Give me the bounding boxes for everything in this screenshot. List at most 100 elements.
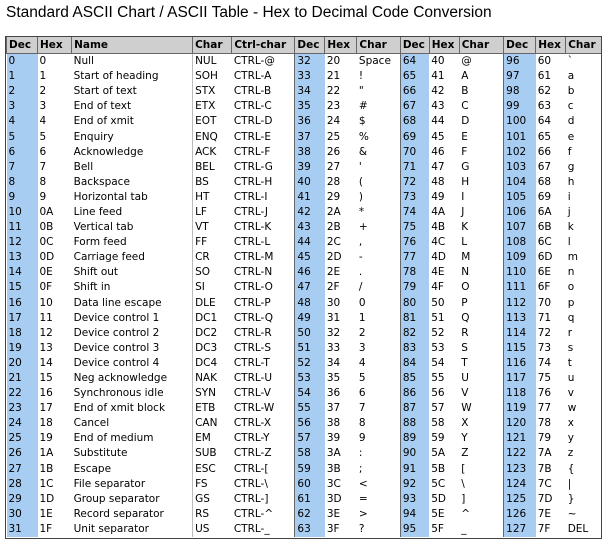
cell-char: \ — [461, 477, 465, 490]
cell-hex: 4 — [39, 115, 47, 128]
cell-hex: 3 — [39, 100, 47, 113]
cell-name: Enquiry — [73, 130, 114, 143]
table-row: 12 0C Form feed FF CTRL-L 44 2C, 76 4C L 108 6C l — [6, 235, 602, 251]
cell-char: P — [461, 296, 468, 309]
cell-name: Unit separator — [73, 522, 149, 535]
header-char-2: Char — [356, 37, 401, 54]
cell-char: FS — [192, 476, 232, 492]
cell-ctrl-char: CTRL-T — [233, 356, 270, 369]
cell-hex: 61 — [537, 70, 552, 83]
cell-hex: 2C — [326, 236, 341, 249]
cell-hex: 0C — [39, 236, 54, 249]
cell-char: ACK — [192, 144, 232, 160]
cell-dec: 103 — [503, 159, 536, 175]
cell-dec: 47 — [294, 280, 325, 296]
cell-dec: 83 — [399, 340, 430, 356]
cell-char: R — [461, 326, 469, 339]
cell-dec: 40 — [294, 174, 325, 190]
cell-char: BS — [192, 174, 232, 190]
header-char-4: Char — [565, 37, 601, 54]
cell-char: W — [461, 402, 472, 415]
cell-char: e — [567, 130, 575, 143]
cell-hex: 29 — [326, 190, 341, 203]
cell-hex: 7A — [537, 447, 552, 460]
table-row: 22 16 Synchronous idle SYN CTRL-V 54 36 6 86 56 V 1… — [6, 386, 602, 402]
cell-dec: 115 — [503, 340, 536, 356]
cell-hex: 22 — [326, 85, 341, 98]
cell-hex: 2F — [326, 281, 340, 294]
cell-char: I — [461, 190, 465, 203]
cell-char: Y — [461, 432, 468, 445]
cell-hex: 33 — [326, 341, 341, 354]
cell-name: Start of text — [73, 85, 137, 98]
cell-char: z — [567, 447, 574, 460]
table-row: 9 9 Horizontal tab HT CTRL-I 41 29) 73 49 I 105 69 i — [6, 189, 602, 205]
cell-dec: 125 — [503, 491, 536, 507]
cell-ctrl-char: CTRL-X — [233, 417, 272, 430]
cell-hex: 3B — [326, 462, 341, 475]
cell-hex: 52 — [431, 326, 445, 339]
cell-char: + — [358, 221, 368, 234]
cell-hex: 7B — [537, 462, 552, 475]
cell-ctrl-char: CTRL-H — [233, 175, 273, 188]
cell-hex: 15 — [39, 372, 53, 385]
cell-dec: 28 — [6, 476, 38, 492]
cell-dec: 37 — [294, 129, 325, 145]
cell-dec: 23 — [6, 401, 38, 417]
cell-char: Z — [461, 447, 469, 460]
cell-char: h — [567, 175, 575, 188]
cell-ctrl-char: CTRL-L — [233, 236, 271, 249]
cell-char: q — [567, 311, 575, 324]
cell-hex: 7F — [537, 522, 551, 535]
cell-ctrl-char: CTRL-\ — [233, 477, 268, 490]
cell-name: End of xmit block — [73, 402, 166, 415]
cell-name: Shift out — [73, 266, 119, 279]
cell-dec: 70 — [399, 144, 430, 160]
cell-dec: 109 — [503, 250, 536, 266]
cell-hex: 1 — [39, 70, 47, 83]
cell-hex: 64 — [537, 115, 552, 128]
cell-dec: 7 — [6, 159, 38, 175]
cell-dec: 58 — [294, 446, 325, 462]
cell-dec: 34 — [294, 84, 325, 100]
cell-hex: 25 — [326, 130, 341, 143]
cell-dec: 0 — [6, 53, 38, 70]
cell-hex: 60 — [537, 55, 552, 68]
cell-char: ^ — [461, 507, 471, 520]
ascii-table: Dec Hex Name Char Ctrl-char Dec Hex Char Dec Hex C… — [6, 37, 602, 537]
cell-dec: 27 — [6, 461, 38, 477]
cell-dec: 36 — [294, 114, 325, 130]
cell-char: 3 — [358, 341, 366, 354]
cell-dec: 97 — [503, 69, 536, 85]
header-hex-3: Hex — [428, 37, 460, 54]
header-dec-2: Dec — [294, 37, 325, 54]
cell-hex: 21 — [326, 70, 341, 83]
cell-hex: 2A — [326, 205, 341, 218]
cell-hex: 1F — [39, 522, 53, 535]
cell-dec: 63 — [294, 521, 325, 537]
cell-char: ENQ — [192, 129, 232, 145]
cell-hex: 6C — [537, 236, 552, 249]
cell-char: } — [567, 492, 575, 505]
cell-hex: 10 — [39, 296, 53, 309]
cell-hex: 6B — [537, 221, 552, 234]
cell-char: % — [358, 130, 369, 143]
cell-char: w — [567, 402, 577, 415]
cell-char: DC1 — [192, 310, 232, 326]
cell-char: c — [567, 100, 574, 113]
cell-dec: 33 — [294, 69, 325, 85]
cell-hex: 65 — [537, 130, 552, 143]
cell-char: RS — [192, 506, 232, 522]
cell-hex: 14 — [39, 356, 53, 369]
cell-char: _ — [461, 522, 467, 535]
cell-dec: 98 — [503, 84, 536, 100]
cell-char: { — [567, 462, 575, 475]
cell-hex: 4D — [431, 251, 447, 264]
cell-ctrl-char: CTRL-V — [233, 387, 271, 400]
cell-hex: 73 — [537, 341, 552, 354]
cell-hex: 5A — [431, 447, 446, 460]
cell-ctrl-char: CTRL-F — [233, 145, 271, 158]
cell-hex: 3C — [326, 477, 341, 490]
page-title: Standard ASCII Chart / ASCII Table - Hex… — [6, 4, 492, 21]
cell-dec: 88 — [399, 416, 430, 432]
